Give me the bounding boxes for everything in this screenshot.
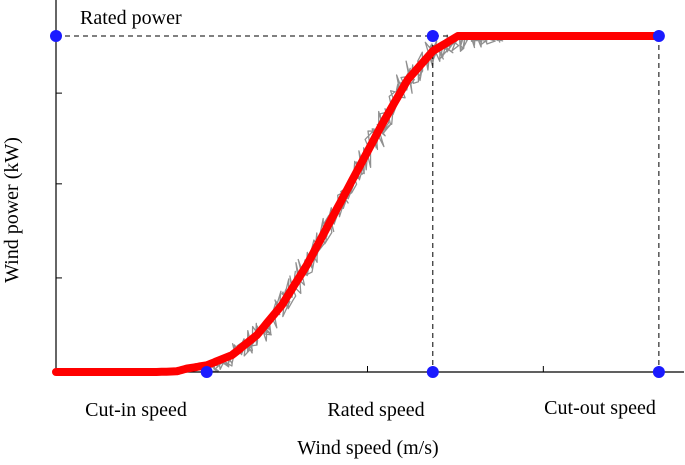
x-tick-label-cut-in: Cut-in speed: [85, 399, 187, 421]
annotation-rated-power: Rated power: [80, 7, 182, 29]
point-cut-out-axis: [652, 366, 665, 378]
fitted-power-curve: [52, 32, 663, 376]
key-points-layer: [50, 30, 665, 378]
fit-layer: [52, 32, 663, 376]
scatter-layer: [209, 32, 661, 373]
x-tick-label-rated: Rated speed: [327, 399, 424, 421]
x-tick-label-cut-out: Cut-out speed: [544, 397, 656, 419]
point-cut-out-curve: [652, 30, 665, 42]
point-rated-curve: [426, 30, 439, 42]
measured-scatter-band: [209, 32, 661, 373]
guide-lines-layer: [56, 35, 660, 372]
axes-layer: [55, 0, 684, 373]
point-rated-power: [50, 30, 62, 42]
x-axis-title: Wind speed (m/s): [297, 437, 438, 459]
y-axis-title: Wind power (kW): [1, 137, 23, 283]
point-rated-axis: [426, 366, 439, 378]
point-cut-in: [200, 366, 213, 378]
